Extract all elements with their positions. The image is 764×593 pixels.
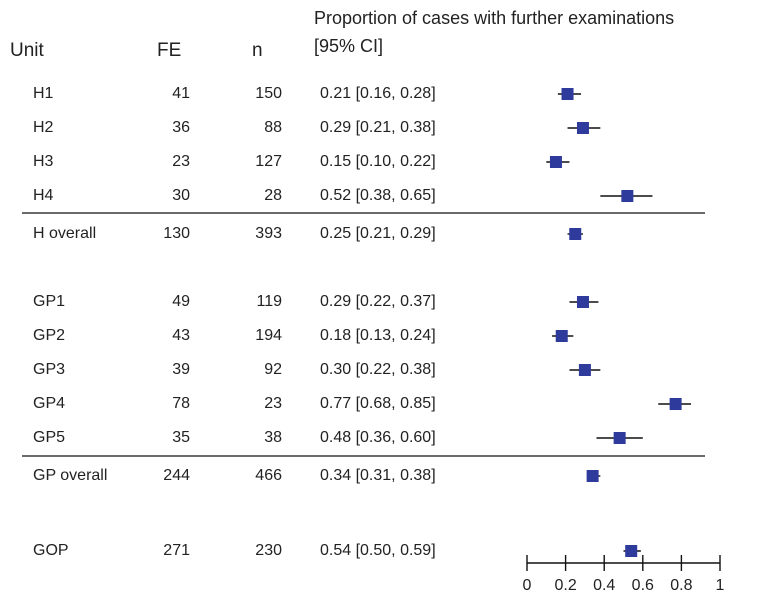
row-n: 127	[255, 153, 282, 170]
estimate-marker	[549, 156, 562, 168]
row-fe: 36	[172, 119, 190, 136]
row-fe: 49	[172, 293, 190, 310]
row-fe: 130	[163, 225, 190, 242]
estimate-marker	[669, 398, 682, 410]
row-n: 23	[264, 395, 282, 412]
row-fe: 30	[172, 187, 190, 204]
row-n: 194	[255, 327, 282, 344]
row-ci-text: 0.77 [0.68, 0.85]	[320, 395, 436, 412]
estimate-marker	[625, 545, 638, 557]
row-fe: 35	[172, 429, 190, 446]
estimate-marker	[586, 470, 599, 482]
row-fe: 23	[172, 153, 190, 170]
row-fe: 41	[172, 85, 190, 102]
row-unit: H overall	[33, 225, 97, 242]
row-n: 230	[255, 542, 282, 559]
row-ci-text: 0.15 [0.10, 0.22]	[320, 153, 436, 170]
x-tick-label: 0.6	[632, 577, 654, 593]
header-fe: FE	[157, 40, 182, 61]
row-ci-text: 0.18 [0.13, 0.24]	[320, 327, 436, 344]
estimate-marker	[555, 330, 568, 342]
row-ci-text: 0.25 [0.21, 0.29]	[320, 225, 436, 242]
row-fe: 78	[172, 395, 190, 412]
row-unit: H2	[33, 119, 54, 136]
row-unit: H3	[33, 153, 54, 170]
row-unit: GP overall	[33, 467, 108, 484]
x-tick-label: 1	[716, 577, 725, 593]
row-fe: 39	[172, 361, 190, 378]
row-n: 28	[264, 187, 282, 204]
row-unit: H1	[33, 85, 54, 102]
row-unit: GP1	[33, 293, 66, 310]
row-fe: 244	[163, 467, 190, 484]
row-n: 119	[256, 293, 282, 310]
estimate-marker	[569, 228, 582, 240]
x-tick-label: 0.8	[670, 577, 692, 593]
header-unit: Unit	[10, 40, 44, 61]
row-ci-text: 0.48 [0.36, 0.60]	[320, 429, 436, 446]
row-unit: GP5	[33, 429, 66, 446]
header-n: n	[252, 40, 263, 61]
row-unit: GOP	[33, 542, 69, 559]
row-ci-text: 0.54 [0.50, 0.59]	[320, 542, 436, 559]
row-ci-text: 0.21 [0.16, 0.28]	[320, 85, 436, 102]
row-ci-text: 0.29 [0.21, 0.38]	[320, 119, 436, 136]
row-n: 92	[264, 361, 282, 378]
row-n: 466	[255, 467, 282, 484]
row-unit: GP4	[33, 395, 66, 412]
estimate-marker	[576, 122, 589, 134]
x-tick-label: 0.2	[554, 577, 576, 593]
row-n: 88	[264, 119, 282, 136]
estimate-marker	[613, 432, 626, 444]
row-fe: 43	[172, 327, 190, 344]
estimate-marker	[561, 88, 574, 100]
row-ci-text: 0.30 [0.22, 0.38]	[320, 361, 436, 378]
row-n: 150	[255, 85, 282, 102]
row-fe: 271	[163, 542, 190, 559]
header-proportion-line1: Proportion of cases with further examina…	[314, 8, 675, 28]
estimate-marker	[621, 190, 634, 202]
estimate-marker	[576, 296, 589, 308]
row-unit: GP2	[33, 327, 66, 344]
row-ci-text: 0.29 [0.22, 0.37]	[320, 293, 436, 310]
x-tick-label: 0	[523, 577, 532, 593]
estimate-marker	[578, 364, 591, 376]
row-ci-text: 0.34 [0.31, 0.38]	[320, 467, 436, 484]
x-tick-label: 0.4	[593, 577, 615, 593]
row-ci-text: 0.52 [0.38, 0.65]	[320, 187, 436, 204]
row-n: 393	[255, 225, 282, 242]
header-proportion-line2: [95% CI]	[314, 36, 384, 56]
row-unit: H4	[33, 187, 54, 204]
row-n: 38	[264, 429, 282, 446]
row-unit: GP3	[33, 361, 66, 378]
